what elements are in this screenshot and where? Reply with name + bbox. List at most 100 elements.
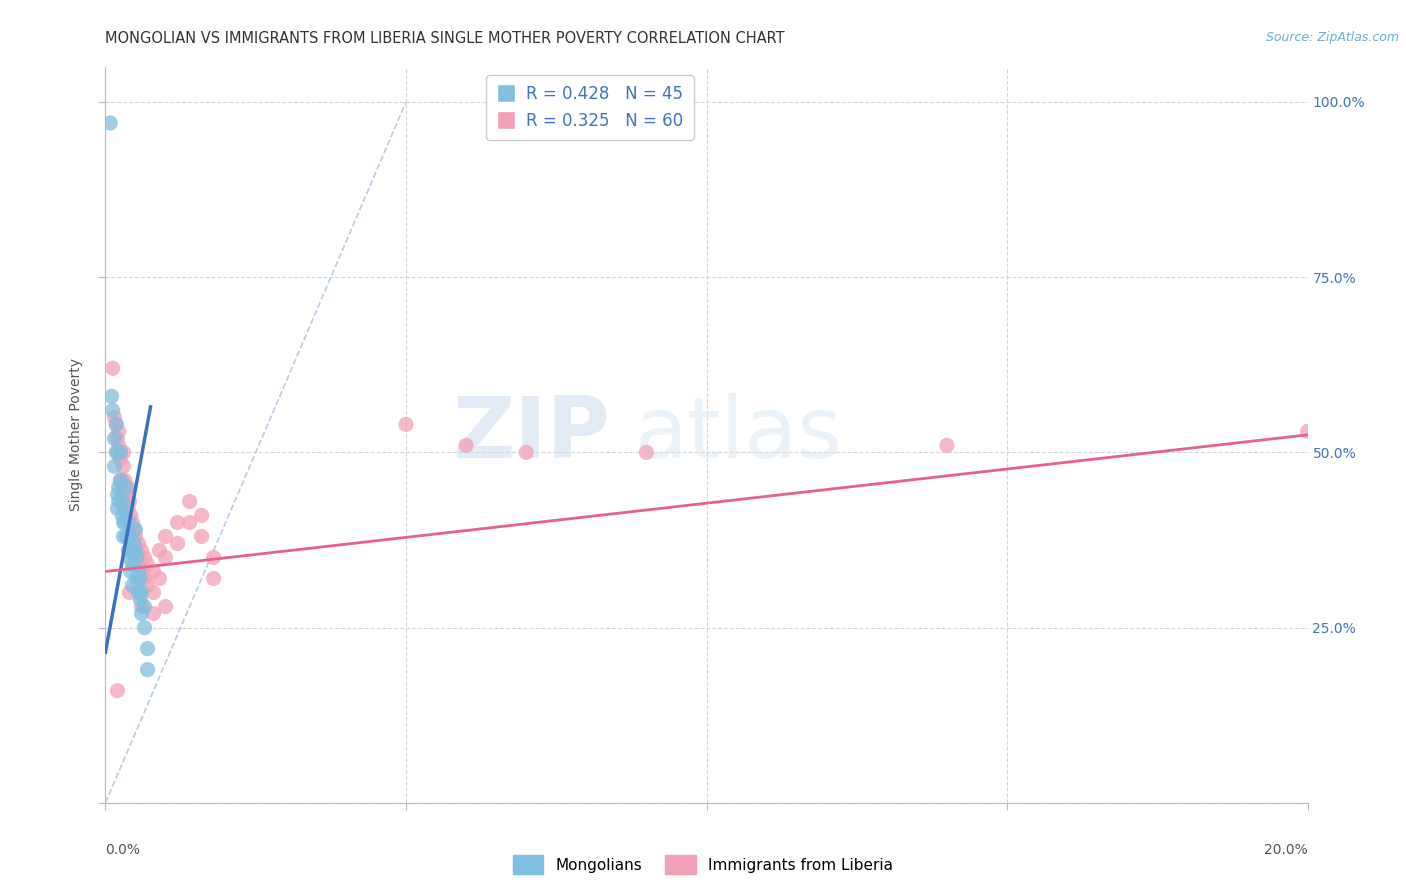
Point <box>124 529 146 543</box>
Point <box>107 445 129 459</box>
Point <box>100 389 122 403</box>
Point <box>936 438 959 452</box>
Point <box>107 501 129 516</box>
Point <box>142 565 165 579</box>
Point <box>107 487 129 501</box>
Point <box>107 431 129 445</box>
Point <box>105 417 128 432</box>
Point <box>131 599 153 614</box>
Point <box>110 452 132 467</box>
Point <box>118 516 141 530</box>
Point <box>114 474 136 488</box>
Point <box>142 585 165 599</box>
Point <box>121 536 143 550</box>
Point <box>124 543 146 558</box>
Text: 0.0%: 0.0% <box>105 843 141 857</box>
Point <box>202 550 225 565</box>
Point <box>128 558 150 572</box>
Point <box>155 599 177 614</box>
Point <box>121 558 143 572</box>
Point <box>128 565 150 579</box>
Point <box>112 445 135 459</box>
Text: ZIP: ZIP <box>453 393 610 476</box>
Point <box>115 529 138 543</box>
Point <box>125 572 148 586</box>
Point <box>155 529 177 543</box>
Point <box>120 529 142 543</box>
Point <box>136 641 159 656</box>
Point <box>121 578 143 592</box>
Point <box>134 550 156 565</box>
Point <box>395 417 418 432</box>
Text: 20.0%: 20.0% <box>1264 843 1308 857</box>
Point <box>190 508 212 523</box>
Point <box>105 445 128 459</box>
Point <box>117 501 139 516</box>
Text: atlas: atlas <box>634 393 842 476</box>
Point <box>120 565 142 579</box>
Text: Source: ZipAtlas.com: Source: ZipAtlas.com <box>1265 31 1399 45</box>
Point <box>110 474 132 488</box>
Point <box>124 523 146 537</box>
Point <box>179 494 201 508</box>
Point <box>107 494 129 508</box>
Point <box>1296 425 1319 439</box>
Point <box>148 543 170 558</box>
Legend: R = 0.428   N = 45, R = 0.325   N = 60: R = 0.428 N = 45, R = 0.325 N = 60 <box>486 75 693 139</box>
Point <box>166 516 188 530</box>
Point <box>110 445 132 459</box>
Point <box>115 480 138 494</box>
Point <box>111 494 134 508</box>
Point <box>117 516 139 530</box>
Point <box>117 543 139 558</box>
Point <box>190 529 212 543</box>
Point <box>131 565 153 579</box>
Point <box>129 592 152 607</box>
Point <box>118 585 141 599</box>
Point <box>134 599 156 614</box>
Point <box>101 361 124 376</box>
Point <box>114 516 136 530</box>
Text: MONGOLIAN VS IMMIGRANTS FROM LIBERIA SINGLE MOTHER POVERTY CORRELATION CHART: MONGOLIAN VS IMMIGRANTS FROM LIBERIA SIN… <box>105 31 785 46</box>
Point <box>111 474 134 488</box>
Point <box>128 585 150 599</box>
Point <box>107 683 129 698</box>
Point <box>136 558 159 572</box>
Point <box>114 501 136 516</box>
Point <box>103 431 125 445</box>
Y-axis label: Single Mother Poverty: Single Mother Poverty <box>69 359 83 511</box>
Point <box>120 508 142 523</box>
Point <box>125 550 148 565</box>
Point <box>124 543 146 558</box>
Legend: Mongolians, Immigrants from Liberia: Mongolians, Immigrants from Liberia <box>506 849 900 880</box>
Point <box>121 516 143 530</box>
Point <box>111 487 134 501</box>
Point <box>107 425 129 439</box>
Point <box>136 578 159 592</box>
Point <box>128 536 150 550</box>
Point <box>105 417 128 432</box>
Point <box>155 550 177 565</box>
Point <box>118 550 141 565</box>
Point <box>114 494 136 508</box>
Point <box>131 585 153 599</box>
Point <box>134 621 156 635</box>
Point <box>112 529 135 543</box>
Point <box>107 438 129 452</box>
Point <box>202 572 225 586</box>
Point <box>103 459 125 474</box>
Point <box>129 572 152 586</box>
Point <box>148 572 170 586</box>
Point <box>131 607 153 621</box>
Point <box>124 558 146 572</box>
Point <box>454 438 477 452</box>
Point <box>136 663 159 677</box>
Point <box>515 445 537 459</box>
Point <box>636 445 658 459</box>
Point <box>112 516 135 530</box>
Point <box>179 516 201 530</box>
Point <box>124 536 146 550</box>
Point <box>110 474 132 488</box>
Point <box>134 572 156 586</box>
Point <box>115 501 138 516</box>
